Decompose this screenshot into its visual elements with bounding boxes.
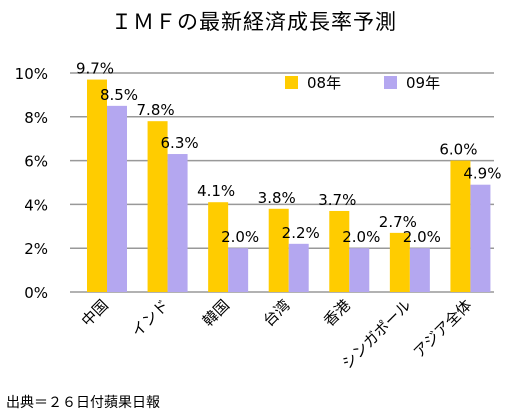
bar-0-5 <box>389 232 410 292</box>
data-label: 6.0% <box>439 141 477 159</box>
x-tick-label: インド <box>128 296 173 341</box>
x-tick-label: アジア全体 <box>410 296 475 361</box>
y-tick-label: 0% <box>24 284 48 302</box>
x-tick-label: 韓国 <box>199 296 233 330</box>
x-tick-label: 台湾 <box>260 296 294 330</box>
y-tick-label: 10% <box>15 65 48 83</box>
bars <box>87 79 491 293</box>
data-label: 8.5% <box>100 86 138 104</box>
bar-1-1 <box>167 154 188 292</box>
data-label: 7.8% <box>137 101 175 119</box>
legend-swatch-1 <box>384 76 397 89</box>
legend-label: 08年 <box>307 74 341 92</box>
bar-0-3 <box>268 208 289 292</box>
x-tick-label: 香港 <box>320 296 354 330</box>
bar-0-1 <box>147 121 168 293</box>
data-label: 9.7% <box>76 60 114 78</box>
bar-0-2 <box>208 202 229 292</box>
data-label: 2.2% <box>282 224 320 242</box>
bar-0-4 <box>329 210 350 292</box>
bar-1-6 <box>470 184 491 292</box>
bar-0-0 <box>87 79 107 292</box>
data-label: 2.7% <box>379 213 417 231</box>
data-label: 4.9% <box>463 165 501 183</box>
source-note: 出典＝２６日付蘋果日報 <box>6 395 160 411</box>
bar-1-3 <box>288 243 309 292</box>
legend-swatch-0 <box>285 76 298 89</box>
data-label: 3.7% <box>318 191 356 209</box>
y-tick-label: 6% <box>24 153 48 171</box>
y-tick-label: 8% <box>24 109 48 127</box>
data-labels: 9.7% 8.5%7.8% 6.3% 4.1% 2.0% 3.8% 2.2% 3.7% 2.0%… <box>76 60 502 247</box>
bar-1-0 <box>107 105 127 292</box>
data-label: 4.1% <box>197 182 235 200</box>
legend-label: 09年 <box>406 74 440 92</box>
y-axis-ticks: 0% 2% 4% 6% 8% 10% <box>15 65 48 302</box>
data-label: 6.3% <box>161 134 199 152</box>
bar-1-5 <box>409 248 430 292</box>
bar-1-2 <box>228 248 249 292</box>
legend: 08年 09年 <box>285 74 440 92</box>
data-label: 2.0% <box>342 228 380 246</box>
bar-1-4 <box>349 248 370 292</box>
chart-title: ＩＭＦの最新経済成長率予測 <box>111 10 397 34</box>
x-tick-label: 中国 <box>78 296 112 330</box>
data-label: 3.8% <box>258 189 296 207</box>
y-tick-label: 2% <box>24 240 48 258</box>
bar-0-6 <box>450 160 471 292</box>
data-label: 2.0% <box>221 228 259 246</box>
data-label: 2.0% <box>403 228 441 246</box>
y-tick-label: 4% <box>24 196 48 214</box>
